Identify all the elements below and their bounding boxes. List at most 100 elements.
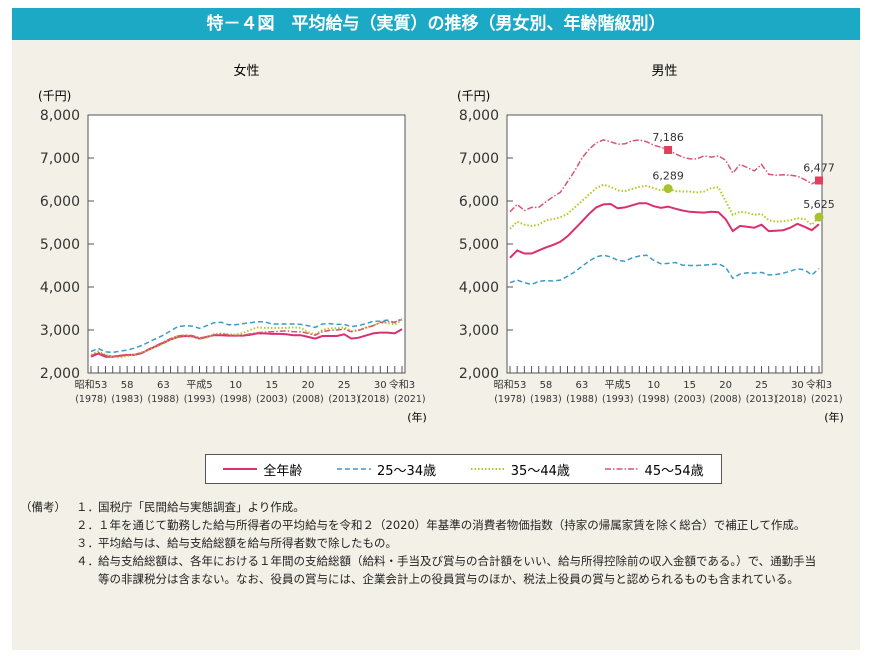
series-line-1 [509, 254, 820, 286]
charts-svg: 女性 (千円) 2,000 3,000 4,000 5,000 6,000 7,000 8,00… [38, 63, 844, 424]
y-tick-label: 4,000 [40, 280, 80, 296]
y-tick-label: 8,000 [459, 108, 499, 124]
x-tick-label: (2008) [292, 394, 324, 405]
y-tick-label: 5,000 [459, 237, 499, 253]
notes-label: （備考） [20, 500, 66, 514]
x-tick-label: (2018) [775, 394, 807, 405]
x-tick-label: 30 [374, 380, 387, 391]
x-tick-label: (2003) [256, 394, 288, 405]
legend: 全年齢 25～34歳 35～44歳 45～54歳 [205, 454, 722, 484]
chart-title: 男性 [651, 64, 677, 79]
data-marker-circle [663, 184, 673, 194]
legend-label: 45～54歳 [644, 463, 704, 479]
note-text: 国税庁「民間給与実態調査」より作成。 [98, 500, 305, 514]
x-tick-label: (2021) [811, 394, 843, 405]
x-tick-label: 平成5 [605, 379, 631, 391]
note-number: ４． [76, 554, 99, 568]
note-text: 給与支給総額は、各年における１年間の支給総額（給料・手当及び賞与の合計額をいい、… [98, 554, 817, 586]
y-tick-label: 3,000 [459, 323, 499, 339]
y-tick-label: 5,000 [40, 237, 80, 253]
x-tick-label: (2003) [674, 394, 706, 405]
x-tick-label: 令和3 [806, 378, 832, 391]
series-line-1 [90, 318, 403, 354]
x-axis-unit: (年) [407, 410, 427, 424]
x-tick-label: 30 [791, 380, 804, 391]
legend-line-icon [604, 468, 639, 470]
x-tick-label: 58 [121, 380, 134, 391]
x-axis-unit: (年) [824, 410, 844, 424]
legend-label: 25～34歳 [377, 463, 437, 479]
y-tick-label: 3,000 [40, 323, 80, 339]
legend-item-45-54: 45～54歳 [604, 460, 704, 479]
plot-area [506, 114, 823, 374]
note-number: ３． [76, 536, 99, 550]
x-tick-label: 15 [265, 380, 278, 391]
data-marker-circle [814, 212, 824, 222]
legend-label: 全年齢 [263, 463, 303, 479]
x-tick-label: 63 [157, 380, 170, 391]
data-label: 6,477 [803, 161, 835, 174]
x-tick-label: 15 [683, 380, 696, 391]
x-tick-label: 25 [338, 380, 351, 391]
legend-line-icon [470, 468, 505, 470]
data-label: 7,186 [652, 131, 684, 144]
x-tick-label: 20 [719, 380, 732, 391]
y-tick-label: 7,000 [40, 151, 80, 167]
x-tick-label: (2021) [394, 394, 426, 405]
x-tick-label: 20 [302, 380, 315, 391]
series-line-3 [509, 139, 820, 213]
legend-item-25-34: 25～34歳 [337, 460, 436, 479]
x-tick-label: (1983) [530, 394, 562, 405]
figure-title: 特－４図 平均給与（実質）の推移（男女別、年齢階級別） [12, 8, 860, 40]
x-tick-label: 10 [647, 380, 660, 391]
x-tick-label: (1983) [111, 394, 143, 405]
legend-label: 35～44歳 [510, 463, 570, 479]
legend-line-icon [223, 468, 258, 470]
x-tick-label: (1978) [494, 394, 526, 405]
series-line-0 [509, 202, 820, 259]
x-tick-label: 10 [229, 380, 242, 391]
x-tick-label: (1998) [638, 394, 670, 405]
x-tick-label: 平成5 [186, 379, 212, 391]
data-label: 5,625 [803, 198, 835, 211]
x-tick-label: (2018) [358, 394, 390, 405]
x-tick-label: (1993) [184, 394, 216, 405]
x-tick-label: (1988) [566, 394, 598, 405]
x-tick-label: 25 [755, 380, 768, 391]
x-tick-label: (1978) [75, 394, 107, 405]
legend-item-all: 全年齢 [223, 460, 302, 479]
y-axis-unit: (千円) [38, 89, 71, 103]
note-text: 平均給与は、給与支給総額を給与所得者数で除したもの。 [98, 536, 397, 550]
y-tick-label: 8,000 [40, 108, 80, 124]
series-line-3 [90, 317, 403, 357]
y-tick-label: 2,000 [459, 366, 499, 382]
notes: （備考） １． 国税庁「民間給与実態調査」より作成。 ２． １年を通じて勤務した給与所… [20, 498, 818, 588]
x-tick-label: (1993) [602, 394, 634, 405]
data-marker-square [815, 176, 823, 185]
x-tick-label: 昭和53 [75, 379, 108, 391]
x-tick-label: (2013) [746, 394, 778, 405]
y-tick-label: 7,000 [459, 151, 499, 167]
data-label: 6,289 [652, 170, 684, 183]
legend-line-icon [337, 468, 372, 470]
x-tick-label: (1988) [148, 394, 180, 405]
y-tick-label: 6,000 [459, 194, 499, 210]
y-axis-unit: (千円) [457, 89, 490, 103]
y-tick-label: 4,000 [459, 280, 499, 296]
note-text: １年を通じて勤務した給与所得者の平均給与を令和２（2020）年基準の消費者物価指… [98, 518, 806, 532]
x-tick-label: (1998) [220, 394, 252, 405]
legend-item-35-44: 35～44歳 [470, 460, 570, 479]
note-number: ２． [76, 518, 99, 532]
figure: 特－４図 平均給与（実質）の推移（男女別、年齢階級別） 女性 (千円) 2,000 3… [12, 8, 860, 650]
y-tick-label: 2,000 [40, 366, 80, 382]
x-tick-label: (2013) [328, 394, 360, 405]
x-tick-label: 令和3 [389, 378, 415, 391]
data-marker-square [664, 146, 673, 155]
chart-title: 女性 [233, 63, 259, 79]
y-tick-label: 6,000 [40, 194, 80, 210]
x-tick-label: 63 [575, 380, 588, 391]
note-number: １． [76, 500, 99, 514]
series-line-2 [509, 183, 820, 230]
x-tick-label: 昭和53 [494, 379, 527, 391]
x-tick-label: (2008) [710, 394, 742, 405]
